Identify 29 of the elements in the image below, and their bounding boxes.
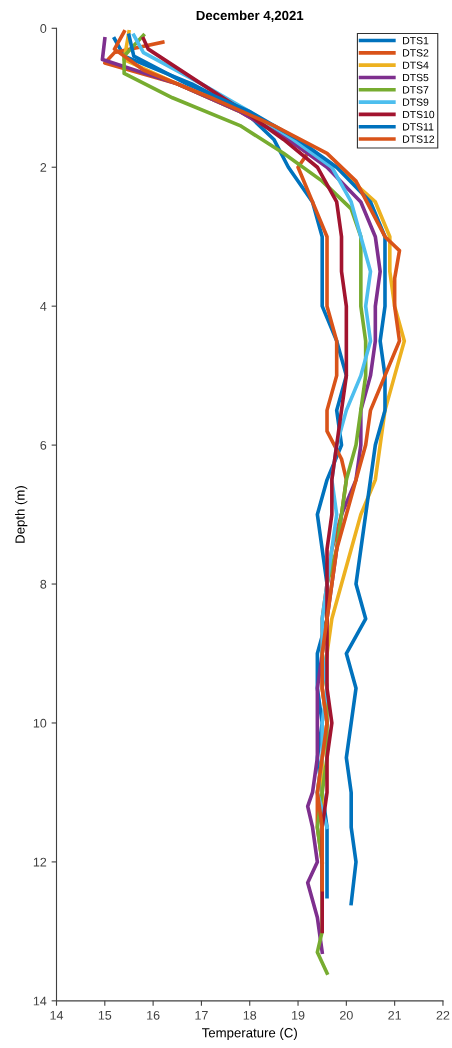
x-tick-label: 21 — [388, 1010, 401, 1020]
y-tick-label: 2 — [40, 163, 47, 172]
x-axis-title: Temperature (C) — [202, 1027, 297, 1041]
y-tick-label: 0 — [40, 24, 47, 33]
y-tick-label: 6 — [40, 440, 47, 450]
legend-label: DTS5 — [403, 73, 429, 82]
y-tick-label: 8 — [40, 579, 47, 589]
y-axis-title: Depth (m) — [15, 486, 28, 543]
x-tick-label: 17 — [195, 1011, 208, 1020]
legend-label: DTS12 — [403, 135, 435, 143]
y-tick-label: 14 — [33, 996, 47, 1006]
x-tick-label: 19 — [292, 1010, 305, 1020]
x-tick-label: 20 — [340, 1010, 353, 1020]
y-tick-label: 4 — [40, 302, 47, 311]
legend-label: DTS4 — [403, 61, 429, 69]
legend-label: DTS9 — [403, 98, 429, 106]
y-tick-label: 12 — [33, 857, 47, 867]
y-tick-label: 10 — [33, 718, 47, 728]
x-tick-label: 15 — [98, 1011, 112, 1020]
chart-title: December 4,2021 — [196, 10, 304, 23]
x-tick-label: 14 — [50, 1011, 64, 1020]
x-tick-label: 18 — [243, 1010, 257, 1020]
x-tick-label: 16 — [147, 1010, 160, 1020]
x-tick-label: 22 — [436, 1010, 450, 1020]
legend-label: DTS1 — [403, 36, 429, 45]
legend-label: DTS11 — [403, 123, 434, 131]
legend-label: DTS2 — [403, 49, 429, 57]
legend-label: DTS10 — [403, 110, 435, 119]
legend-label: DTS7 — [403, 86, 429, 94]
